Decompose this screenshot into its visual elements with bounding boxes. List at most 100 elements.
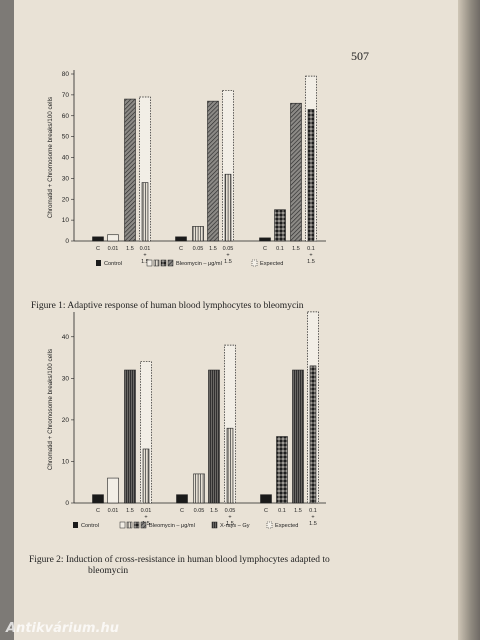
x-tick-label: 1.5	[292, 246, 300, 252]
legend-label: Control	[81, 523, 99, 529]
bar	[208, 369, 220, 504]
x-tick-label: 0.05	[194, 508, 205, 514]
y-tick-label: 10	[62, 458, 70, 465]
y-tick-label: 60	[62, 113, 70, 120]
x-tick-label: 0.1	[309, 508, 317, 514]
bar	[107, 477, 119, 504]
x-tick-label: 1.5	[126, 246, 134, 252]
x-tick-label: 0.1	[307, 246, 315, 252]
legend-swatch-expected	[251, 259, 258, 267]
x-tick-label: +	[311, 515, 314, 521]
bar	[175, 236, 187, 242]
x-tick-label: 0.05	[223, 246, 234, 252]
x-tick-label: 1.5	[309, 521, 317, 527]
bar	[141, 182, 149, 242]
legend-label: Expected	[275, 523, 298, 529]
x-tick-label: 0.01	[141, 508, 152, 514]
legend-swatch-bleomycin	[160, 259, 167, 267]
expected-bar	[224, 344, 236, 504]
y-tick-label: 20	[62, 417, 70, 424]
bar	[274, 209, 286, 242]
legend-swatch-bleomycin	[153, 259, 160, 267]
y-tick-label: 20	[62, 196, 70, 203]
y-tick-label: 80	[62, 71, 70, 78]
page-number: 507	[351, 49, 369, 63]
y-tick-label: 0	[65, 238, 69, 245]
x-tick-label: +	[228, 515, 231, 521]
bar	[259, 237, 271, 242]
x-tick-label: 0.05	[225, 508, 236, 514]
x-tick-label: C	[179, 246, 183, 252]
figure-2-caption-line-1: Figure 2: Induction of cross-resistance …	[29, 555, 330, 565]
bar	[142, 448, 150, 504]
y-tick-label: 50	[62, 134, 70, 141]
y-tick-label: 10	[62, 217, 70, 224]
page-edges	[458, 0, 480, 640]
legend-swatch-control	[73, 522, 78, 528]
y-tick-label: 40	[62, 155, 70, 162]
bar	[207, 100, 219, 242]
x-tick-label: 1.5	[226, 521, 234, 527]
x-tick-label: 1.5	[294, 508, 302, 514]
x-tick-label: C	[264, 508, 268, 514]
legend-swatch-bleomycin	[126, 521, 133, 529]
figure-1-caption: Figure 1: Adaptive response of human blo…	[31, 301, 304, 311]
legend-label: Bleomycin – μg/ml	[149, 523, 195, 529]
bar	[107, 234, 119, 242]
x-tick-label: 0.1	[278, 508, 286, 514]
bar	[124, 98, 136, 242]
legend-swatch-bleomycin	[133, 521, 140, 529]
legend-label: Bleomycin – μg/ml	[176, 261, 222, 267]
x-tick-label: C	[96, 508, 100, 514]
legend-swatch-bleomycin	[146, 259, 153, 267]
x-tick-label: +	[226, 253, 229, 259]
x-tick-label: 1.5	[210, 508, 218, 514]
y-tick-label: 40	[62, 334, 70, 341]
bar	[92, 494, 104, 504]
bar	[226, 427, 234, 504]
legend-swatch-bleomycin	[140, 521, 147, 529]
y-tick-label: 30	[62, 175, 70, 182]
legend-label: X-rays – Gy	[220, 523, 250, 529]
book-page	[14, 0, 466, 640]
legend-swatch-bleomycin	[167, 259, 174, 267]
x-tick-label: 1.5	[209, 246, 217, 252]
x-tick-label: C	[263, 246, 267, 252]
x-tick-label: 0.01	[140, 246, 151, 252]
bar	[224, 173, 232, 242]
x-tick-label: 1.5	[224, 259, 232, 265]
x-tick-label: +	[309, 253, 312, 259]
bar	[176, 494, 188, 504]
bar	[124, 369, 136, 504]
bar	[193, 473, 205, 504]
x-tick-label: +	[143, 253, 146, 259]
x-tick-label: 0.1	[276, 246, 284, 252]
x-tick-label: C	[96, 246, 100, 252]
x-tick-label: 0.01	[108, 508, 119, 514]
x-tick-label: +	[144, 515, 147, 521]
bar	[192, 226, 204, 242]
x-tick-label: 1.5	[126, 508, 134, 514]
figure-2-chart: 0 10 20 30 40 Chromatid + Chromosome breaks/1…	[47, 311, 326, 529]
y-tick-label: 30	[62, 375, 70, 382]
y-tick-label: 0	[65, 500, 69, 507]
legend-swatch-xray	[211, 521, 218, 529]
legend-label: Expected	[260, 261, 283, 267]
y-axis-label: Chromatid + Chromosome breaks/100 cells	[47, 349, 54, 470]
x-tick-label: 1.5	[307, 259, 315, 265]
bar	[92, 236, 104, 242]
figure-1-chart: 0 10 20 30 40 50 60 70 80 Chromatid + Chromosome …	[47, 70, 326, 267]
legend-swatch-expected	[266, 521, 273, 529]
x-tick-label: 0.05	[193, 246, 204, 252]
watermark: Antikvárium.hu	[6, 621, 119, 636]
expected-bar	[222, 90, 234, 242]
y-axis-label: Chromatid + Chromosome breaks/100 cells	[47, 97, 54, 218]
x-tick-label: C	[180, 508, 184, 514]
bar	[290, 102, 302, 242]
legend-swatch-control	[96, 260, 101, 266]
bar	[292, 369, 304, 504]
figure-2-caption-line-2: bleomycin	[88, 566, 129, 576]
legend-label: Control	[104, 261, 122, 267]
bar	[309, 365, 317, 504]
legend-swatch-bleomycin	[119, 521, 126, 529]
